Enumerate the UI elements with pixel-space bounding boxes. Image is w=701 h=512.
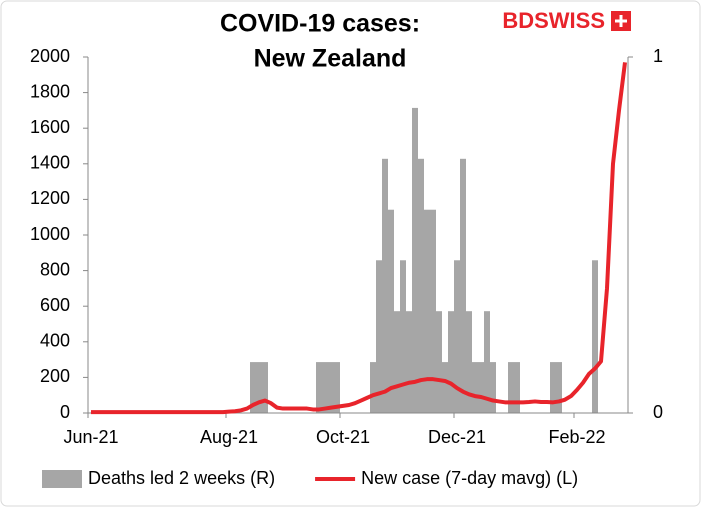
bar: [514, 362, 520, 413]
bar: [370, 362, 376, 413]
bar: [448, 311, 454, 413]
bar: [256, 362, 262, 413]
bar: [418, 158, 424, 413]
y-tick-label: 1200: [30, 188, 70, 208]
bar: [406, 311, 412, 413]
bar: [550, 362, 556, 413]
bar: [376, 260, 382, 413]
y-tick-label: 600: [40, 295, 70, 315]
bar: [262, 362, 268, 413]
bar: [394, 311, 400, 413]
bar: [478, 362, 484, 413]
bar: [334, 362, 340, 413]
y-tick-label: 200: [40, 366, 70, 386]
x-tick-label: Aug-21: [200, 427, 258, 447]
bar: [382, 158, 388, 413]
bar: [454, 260, 460, 413]
chart-subtitle: New Zealand: [254, 45, 407, 73]
x-tick-label: Jun-21: [63, 427, 118, 447]
line: [91, 62, 627, 415]
bar: [400, 260, 406, 413]
bar: [490, 362, 496, 413]
y2-tick-label: 1: [653, 46, 663, 66]
y-tick-label: 400: [40, 331, 70, 351]
bar: [436, 311, 442, 413]
y-tick-label: 1600: [30, 117, 70, 137]
x-tick-label: Dec-21: [428, 427, 486, 447]
bar: [592, 260, 598, 413]
logo: BDSWISS: [502, 8, 605, 33]
y-tick-label: 0: [60, 402, 70, 422]
legend-label: Deaths led 2 weeks (R): [88, 468, 275, 488]
bar: [442, 362, 448, 413]
bar: [466, 311, 472, 413]
chart-title: COVID-19 cases:: [220, 10, 420, 38]
bar: [424, 209, 430, 413]
bar: [508, 362, 514, 413]
y-tick-label: 800: [40, 259, 70, 279]
bar: [472, 362, 478, 413]
bar: [430, 209, 436, 413]
bar: [250, 362, 256, 413]
bar: [322, 362, 328, 413]
y-tick-label: 1000: [30, 224, 70, 244]
legend-label: New case (7-day mavg) (L): [361, 468, 578, 488]
y-tick-label: 1800: [30, 81, 70, 101]
bar: [328, 362, 334, 413]
logo-cross: [615, 15, 627, 27]
y-tick-label: 1400: [30, 153, 70, 173]
bar: [484, 311, 490, 413]
y-tick-label: 2000: [30, 46, 70, 66]
bar: [556, 362, 562, 413]
bar: [460, 158, 466, 413]
y2-tick-label: 0: [653, 402, 663, 422]
legend-swatch: [42, 470, 82, 488]
x-tick-label: Oct-21: [316, 427, 370, 447]
bar: [412, 107, 418, 414]
bar: [316, 362, 322, 413]
bar: [388, 209, 394, 413]
x-tick-label: Feb-22: [548, 427, 605, 447]
